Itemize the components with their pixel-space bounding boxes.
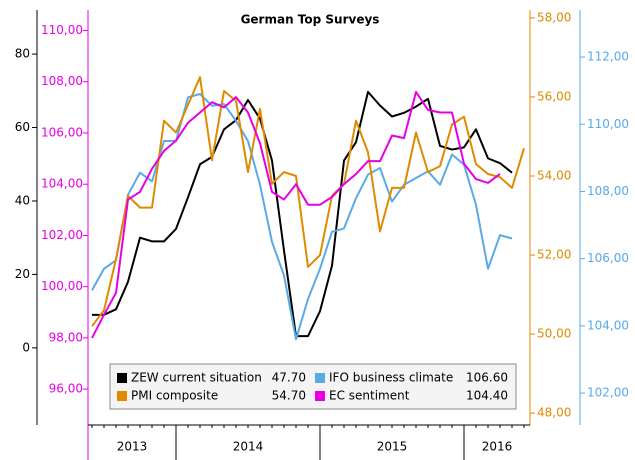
legend-box: [109, 363, 517, 410]
tick-label: 102,00: [587, 386, 629, 400]
legend-value: 47.70: [272, 371, 306, 385]
series-line: [91, 90, 501, 339]
legend-label: ZEW current situation: [131, 371, 262, 385]
tick-label: 56,00: [537, 89, 571, 103]
legend-swatch: [315, 391, 325, 401]
legend-label: IFO business climate: [329, 371, 453, 385]
tick-label: 52,00: [537, 248, 571, 262]
tick-label: 100,00: [41, 279, 83, 293]
tick-label: 98,00: [49, 330, 83, 344]
year-label: 2013: [117, 440, 148, 454]
tick-label: 110,00: [587, 117, 629, 131]
tick-label: 60: [15, 120, 30, 134]
year-label: 2014: [233, 440, 264, 454]
tick-label: 108,00: [41, 74, 83, 88]
tick-label: 80: [15, 47, 30, 61]
tick-label: 102,00: [41, 228, 83, 242]
tick-label: 50,00: [537, 327, 571, 341]
tick-label: 104,00: [41, 177, 83, 191]
tick-label: 40: [15, 193, 30, 207]
tick-label: 106,00: [41, 125, 83, 139]
tick-label: 58,00: [537, 10, 571, 24]
tick-label: 110,00: [41, 23, 83, 37]
legend-label: PMI composite: [131, 389, 218, 403]
year-label: 2015: [377, 440, 408, 454]
legend-value: 106.60: [466, 371, 508, 385]
legend-swatch: [315, 373, 325, 383]
tick-label: 0: [22, 340, 30, 354]
tick-label: 48,00: [537, 406, 571, 420]
legend-swatch: [117, 391, 127, 401]
tick-label: 96,00: [49, 382, 83, 396]
series-line: [92, 90, 513, 338]
chart-title: German Top Surveys: [241, 13, 380, 27]
tick-label: 108,00: [587, 184, 629, 198]
series-line: [91, 93, 513, 341]
tick-label: 112,00: [587, 50, 629, 64]
legend-label: EC sentiment: [329, 389, 410, 403]
tick-label: 54,00: [537, 169, 571, 183]
legend-value: 104.40: [466, 389, 508, 403]
year-label: 2016: [482, 440, 513, 454]
tick-label: 106,00: [587, 251, 629, 265]
series-line: [91, 76, 525, 327]
tick-label: 104,00: [587, 318, 629, 332]
tick-label: 20: [15, 267, 30, 281]
legend-swatch: [117, 373, 127, 383]
legend-value: 54.70: [272, 389, 306, 403]
